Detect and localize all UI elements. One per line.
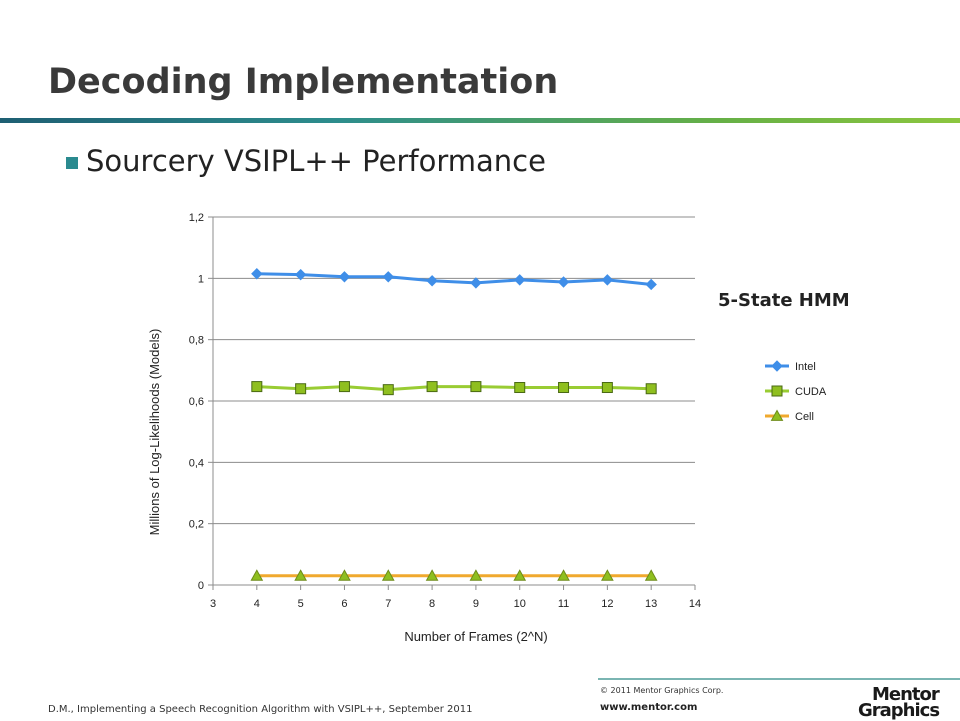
title-divider	[0, 118, 960, 123]
chart-legend: Intel CUDA Cell	[765, 360, 827, 423]
data-point-cuda	[645, 383, 657, 395]
legend-marker-cuda	[771, 385, 783, 397]
y-tick-label: 1	[198, 273, 204, 285]
data-point-cell	[513, 569, 527, 581]
data-point-cell	[644, 569, 658, 581]
x-tick-label: 13	[645, 598, 657, 610]
data-point-intel	[251, 268, 263, 280]
legend-marker-cell	[770, 409, 784, 421]
legend-label-cuda: CUDA	[795, 386, 827, 398]
data-point-cell	[557, 569, 570, 581]
logo-word-mentor: Mentor	[872, 684, 940, 705]
x-tick-label: 3	[210, 598, 216, 610]
legend-item-intel: Intel	[765, 360, 816, 373]
chart-gridlines	[208, 216, 696, 590]
bullet-text: Sourcery VSIPL++ Performance	[86, 144, 546, 178]
data-point-cuda	[514, 382, 526, 394]
copyright-text: © 2011 Mentor Graphics Corp.	[600, 686, 724, 695]
y-axis-label: Millions of Log-Likelihoods (Models)	[147, 329, 162, 536]
x-tick-label: 5	[298, 598, 304, 610]
x-tick-label: 11	[558, 598, 569, 610]
data-point-cell	[294, 569, 307, 581]
data-point-cell	[250, 569, 264, 581]
data-point-cuda	[426, 381, 438, 393]
data-point-cuda	[382, 384, 394, 396]
data-point-intel	[470, 277, 482, 289]
data-point-cell	[469, 569, 483, 581]
x-tick-label: 14	[689, 598, 701, 610]
data-point-intel	[557, 276, 570, 288]
citation-text: D.M., Implementing a Speech Recognition …	[48, 704, 473, 715]
mentor-graphics-logo: Mentor Graphics	[858, 684, 940, 721]
data-point-cuda	[470, 381, 482, 393]
y-tick-label: 1,2	[189, 212, 204, 224]
x-tick-label: 8	[429, 598, 435, 610]
series-intel	[251, 268, 657, 291]
x-tick-label: 7	[385, 598, 391, 610]
x-tick-label: 9	[473, 598, 479, 610]
legend-item-cuda: CUDA	[765, 385, 827, 398]
footer-divider	[598, 678, 960, 680]
data-point-cell	[338, 569, 351, 581]
x-axis-label: Number of Frames (2^N)	[404, 629, 547, 644]
y-tick-label: 0,4	[189, 457, 204, 469]
x-tick-label: 12	[601, 598, 613, 610]
legend-item-cell: Cell	[765, 409, 814, 423]
data-point-cell	[381, 569, 395, 581]
x-axis-ticks: 3 4 5 6 7 8 9 10 11 12 13 14	[210, 598, 701, 610]
y-tick-label: 0,2	[189, 519, 204, 531]
y-tick-label: 0,8	[189, 335, 204, 347]
slide-title: Decoding Implementation	[48, 62, 559, 102]
data-point-intel	[382, 271, 394, 283]
data-point-intel	[514, 274, 526, 286]
chart-annotation: 5-State HMM	[718, 290, 850, 311]
logo-word-graphics: Graphics	[858, 700, 940, 721]
series-cuda	[251, 381, 657, 396]
data-point-intel	[645, 278, 657, 291]
data-point-cuda	[295, 383, 307, 395]
y-tick-label: 0,6	[189, 396, 204, 408]
data-point-cuda	[251, 381, 263, 393]
data-point-intel	[601, 274, 614, 286]
website-link[interactable]: www.mentor.com	[600, 702, 698, 713]
legend-marker-intel	[771, 360, 783, 372]
bullet-square-icon	[66, 157, 78, 169]
x-tick-label: 4	[254, 598, 260, 610]
x-tick-label: 10	[514, 598, 526, 610]
legend-label-cell: Cell	[795, 411, 814, 423]
series-cell	[250, 569, 658, 581]
y-tick-label: 0	[198, 580, 204, 592]
legend-label-intel: Intel	[795, 361, 816, 373]
x-tick-label: 6	[341, 598, 347, 610]
data-point-cuda	[558, 382, 570, 394]
data-point-cell	[425, 569, 439, 581]
chart-series	[250, 268, 658, 581]
data-point-intel	[294, 268, 307, 281]
series-line-intel	[256, 272, 652, 286]
data-point-intel	[426, 275, 438, 287]
y-axis-ticks: 0 0,2 0,4 0,6 0,8 1 1,2	[189, 212, 204, 592]
data-point-cell	[601, 569, 614, 581]
series-line-cuda	[256, 385, 652, 392]
data-point-cuda	[338, 381, 350, 393]
data-point-intel	[338, 271, 351, 283]
data-point-cuda	[601, 382, 613, 394]
